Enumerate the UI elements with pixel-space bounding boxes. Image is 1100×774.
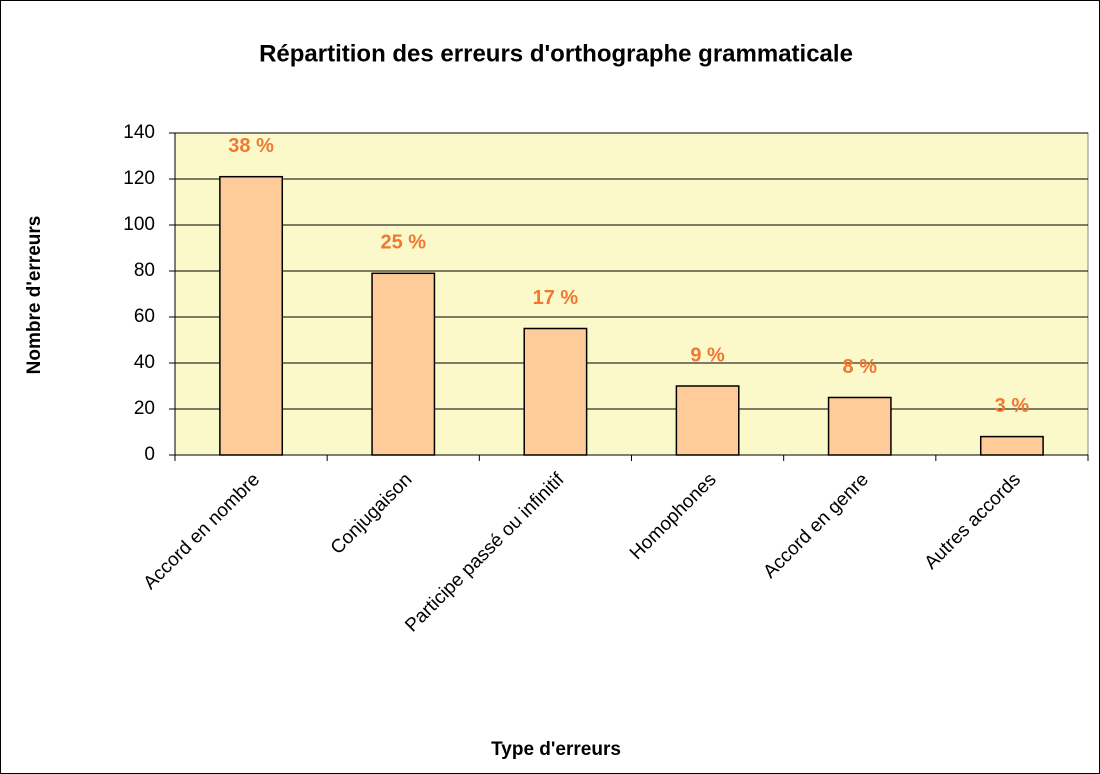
bar: [979, 435, 1044, 456]
y-tick-label: 60: [134, 306, 155, 327]
bar: [675, 385, 740, 456]
plot-area: [174, 132, 1089, 456]
bar: [523, 327, 588, 456]
bar: [371, 272, 436, 456]
x-axis-title: Type d'erreurs: [491, 739, 621, 760]
data-label: 3 %: [995, 395, 1030, 417]
y-tick-label: 140: [123, 122, 155, 143]
data-label: 8 %: [843, 356, 878, 378]
bar: [827, 396, 892, 456]
y-tick-label: 40: [134, 352, 155, 373]
y-tick-label: 0: [144, 444, 155, 465]
data-label: 38 %: [228, 135, 274, 157]
data-label: 17 %: [533, 287, 579, 309]
y-tick-label: 120: [123, 168, 155, 189]
y-tick-label: 80: [134, 260, 155, 281]
data-label: 25 %: [380, 232, 426, 254]
y-tick-label: 20: [134, 398, 155, 419]
y-axis-title: Nombre d'erreurs: [24, 216, 45, 375]
bar: [219, 175, 284, 456]
y-tick-label: 100: [123, 214, 155, 235]
chart-title: Répartition des erreurs d'orthographe gr…: [259, 40, 853, 67]
data-label: 9 %: [690, 344, 725, 366]
